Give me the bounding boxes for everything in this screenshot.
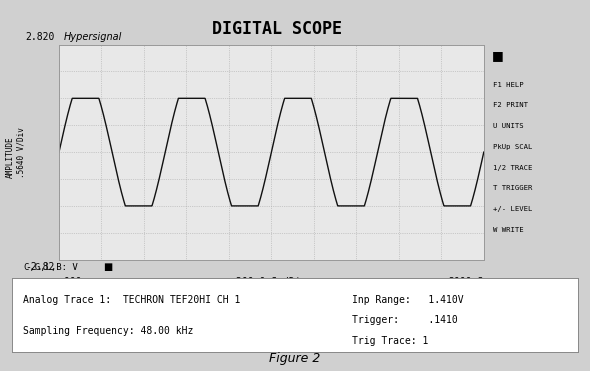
Text: Sampling Frequency: 48.00 kHz: Sampling Frequency: 48.00 kHz bbox=[23, 326, 194, 336]
Text: ■: ■ bbox=[103, 262, 113, 272]
Text: F2 PRINT: F2 PRINT bbox=[493, 102, 527, 108]
Text: -2.82: -2.82 bbox=[25, 262, 55, 272]
Text: Trigger:     .1410: Trigger: .1410 bbox=[352, 315, 457, 325]
Text: U UNITS: U UNITS bbox=[493, 123, 523, 129]
Text: F1 HELP: F1 HELP bbox=[493, 82, 523, 88]
Text: PkUp SCAL: PkUp SCAL bbox=[493, 144, 532, 150]
Text: 1/2 TRACE: 1/2 TRACE bbox=[493, 165, 532, 171]
Text: Hypersignal: Hypersignal bbox=[63, 32, 122, 42]
Text: +/- LEVEL: +/- LEVEL bbox=[493, 206, 532, 212]
Text: C,G,L,B: V: C,G,L,B: V bbox=[24, 263, 77, 272]
Text: 2000μS: 2000μS bbox=[448, 277, 484, 287]
Text: DIGITAL SCOPE: DIGITAL SCOPE bbox=[212, 20, 342, 39]
Text: AMPLITUDE
.5640 V/Div: AMPLITUDE .5640 V/Div bbox=[6, 127, 25, 178]
Text: TIME: TIME bbox=[259, 301, 284, 311]
Text: .000: .000 bbox=[59, 277, 83, 287]
Text: Inp Range:   1.410V: Inp Range: 1.410V bbox=[352, 295, 463, 305]
Text: Figure 2: Figure 2 bbox=[269, 352, 321, 365]
Text: W WRITE: W WRITE bbox=[493, 227, 523, 233]
Text: 200.0μS /Div: 200.0μS /Div bbox=[236, 277, 307, 287]
Text: ■: ■ bbox=[492, 49, 504, 62]
Text: Trig Trace: 1: Trig Trace: 1 bbox=[352, 336, 428, 346]
Text: Analog Trace 1:  TECHRON TEF20HI CH 1: Analog Trace 1: TECHRON TEF20HI CH 1 bbox=[23, 295, 241, 305]
Text: T TRIGGER: T TRIGGER bbox=[493, 186, 532, 191]
Text: 2.820: 2.820 bbox=[25, 32, 55, 42]
